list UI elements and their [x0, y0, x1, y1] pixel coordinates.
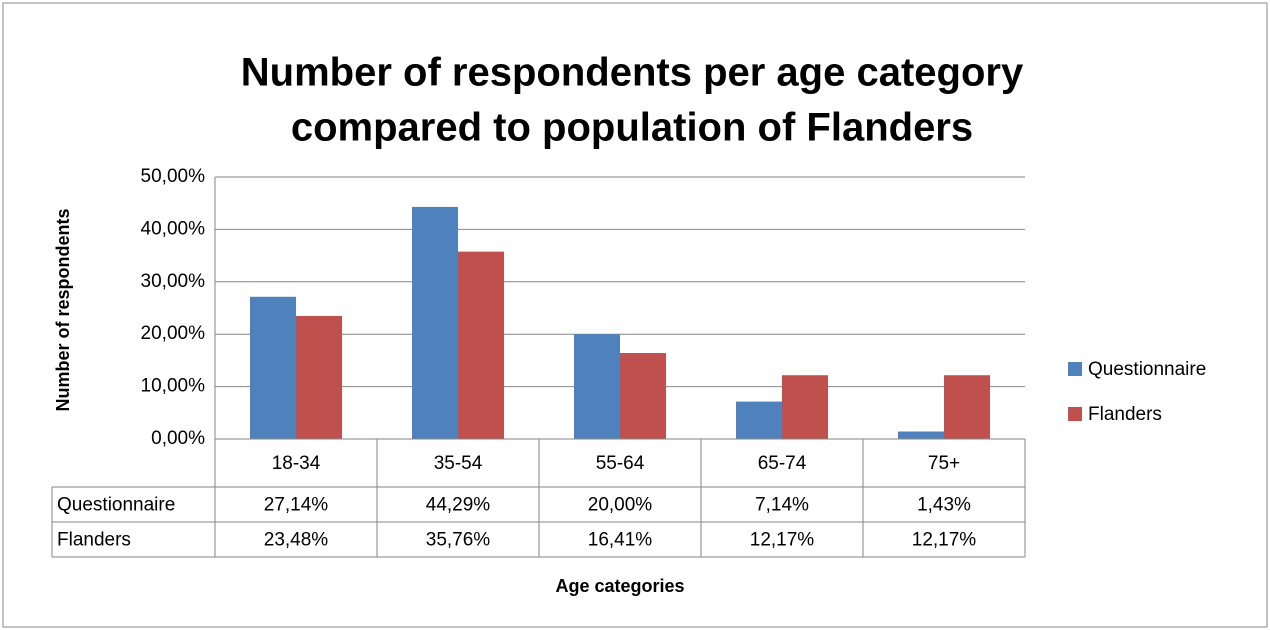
data-label: 27,14% [264, 495, 329, 516]
legend-swatch [1068, 407, 1082, 421]
data-label: 35,76% [426, 530, 491, 551]
y-tick-label: 40,00% [141, 218, 206, 239]
data-label: 44,29% [426, 495, 491, 516]
y-tick-label: 20,00% [141, 323, 206, 344]
bar [458, 251, 504, 439]
legend-label: Flanders [1088, 404, 1162, 425]
legend-label: Questionnaire [1088, 359, 1206, 380]
bar [782, 375, 828, 439]
y-tick-label: 50,00% [141, 166, 206, 187]
bar [898, 431, 944, 439]
x-tick-label: 55-64 [596, 453, 645, 474]
data-label: 12,17% [750, 530, 815, 551]
x-tick-label: 75+ [928, 453, 960, 474]
data-label: 12,17% [912, 530, 977, 551]
y-tick-label: 10,00% [141, 376, 206, 397]
chart-subtitle: compared to population of Flanders [291, 106, 973, 150]
data-label: 23,48% [264, 530, 329, 551]
y-tick-label: 0,00% [151, 428, 205, 449]
data-label: 7,14% [755, 495, 809, 516]
table-row-label: Questionnaire [57, 495, 175, 516]
bar [412, 206, 458, 439]
x-tick-label: 65-74 [758, 453, 807, 474]
data-label: 16,41% [588, 530, 653, 551]
x-tick-label: 35-54 [434, 453, 483, 474]
chart-title: Number of respondents per age category [241, 51, 1024, 95]
bar [944, 375, 990, 439]
data-label: 1,43% [917, 495, 971, 516]
bar [574, 334, 620, 439]
bar [736, 401, 782, 439]
data-label: 20,00% [588, 495, 653, 516]
y-axis-title: Number of respondents [53, 208, 73, 411]
legend-swatch [1068, 362, 1082, 376]
y-tick-label: 30,00% [141, 271, 206, 292]
bar [250, 296, 296, 439]
bar [296, 315, 342, 439]
bar [620, 353, 666, 439]
x-tick-label: 18-34 [272, 453, 321, 474]
x-axis-title: Age categories [555, 576, 684, 596]
table-row-label: Flanders [57, 530, 131, 551]
